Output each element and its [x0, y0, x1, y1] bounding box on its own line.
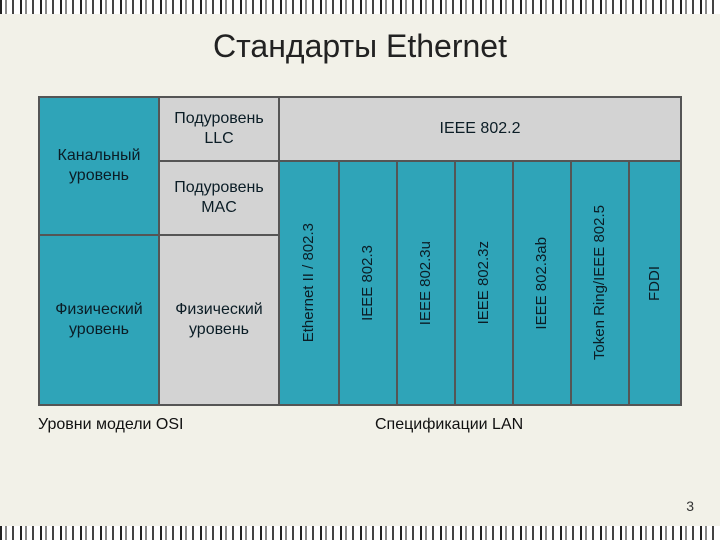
sublayer-mac: Подуровень MAC	[159, 161, 279, 235]
osi-physical-layer: Физический уровень	[39, 235, 159, 405]
caption-osi: Уровни модели OSI	[38, 416, 345, 434]
slide-title: Стандарты Ethernet	[0, 28, 720, 65]
decorative-stripe-top	[0, 0, 720, 14]
page-number: 3	[686, 498, 694, 514]
ethernet-standards-diagram: Канальный уровень Подуровень LLC IEEE 80…	[38, 96, 682, 434]
diagram-captions: Уровни модели OSI Спецификации LAN	[38, 416, 682, 434]
lan-col-802-3ab: IEEE 802.3ab	[513, 161, 571, 405]
lan-col-ethernet-ii: Ethernet II / 802.3	[279, 161, 339, 405]
ieee-802-2: IEEE 802.2	[279, 97, 681, 161]
sublayer-physical: Физический уровень	[159, 235, 279, 405]
lan-col-fddi: FDDI	[629, 161, 681, 405]
lan-col-802-3u: IEEE 802.3u	[397, 161, 455, 405]
diagram-grid: Канальный уровень Подуровень LLC IEEE 80…	[38, 96, 682, 406]
osi-data-link-layer: Канальный уровень	[39, 97, 159, 235]
slide: Стандарты Ethernet Канальный уровень Под…	[0, 0, 720, 540]
lan-col-802-3: IEEE 802.3	[339, 161, 397, 405]
decorative-stripe-bottom	[0, 526, 720, 540]
caption-lan: Спецификации LAN	[345, 416, 682, 434]
lan-col-token-ring: Token Ring/IEEE 802.5	[571, 161, 629, 405]
lan-col-802-3z: IEEE 802.3z	[455, 161, 513, 405]
sublayer-llc: Подуровень LLC	[159, 97, 279, 161]
